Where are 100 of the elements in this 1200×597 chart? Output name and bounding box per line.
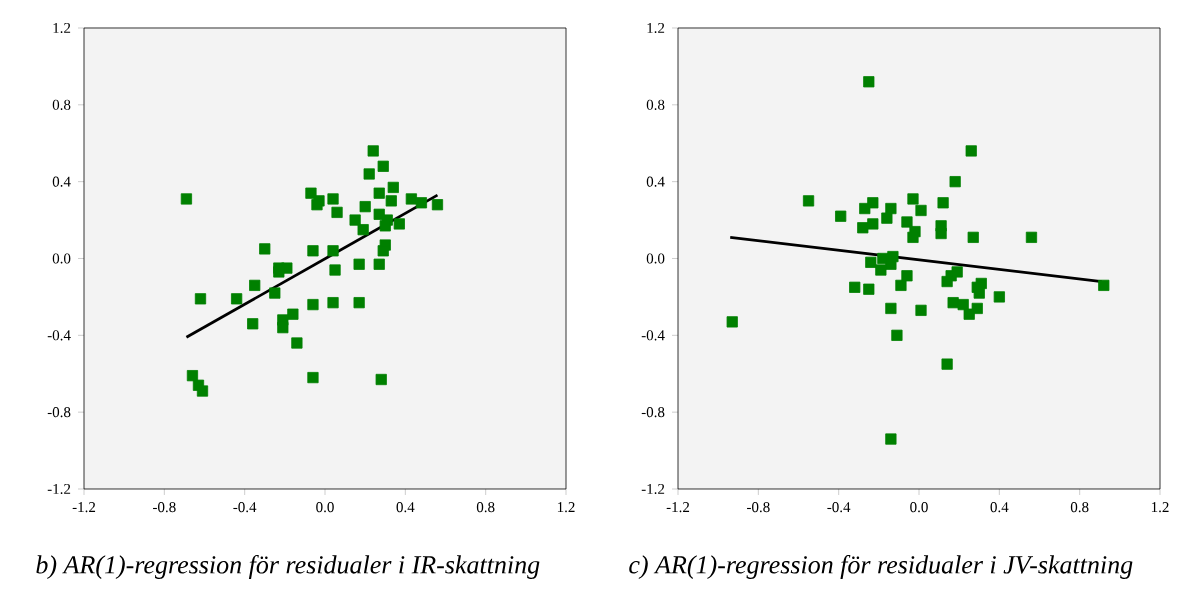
point bbox=[186, 370, 199, 382]
point bbox=[949, 176, 961, 188]
point bbox=[859, 202, 871, 215]
point bbox=[907, 231, 919, 243]
point bbox=[863, 283, 875, 295]
point bbox=[277, 322, 289, 334]
point bbox=[231, 293, 243, 305]
y-tick-label: 0.8 bbox=[646, 99, 665, 110]
y-tick-label: -0.8 bbox=[47, 407, 71, 418]
point bbox=[901, 216, 913, 228]
point bbox=[307, 371, 319, 384]
point bbox=[1025, 231, 1038, 243]
point bbox=[311, 199, 323, 211]
point bbox=[941, 275, 953, 288]
point bbox=[353, 258, 365, 270]
point bbox=[367, 145, 379, 157]
point bbox=[327, 245, 339, 257]
x-tick-label: -0.4 bbox=[233, 502, 257, 513]
point bbox=[967, 231, 979, 243]
point bbox=[273, 266, 285, 278]
point bbox=[875, 264, 887, 276]
y-tick-label: -0.8 bbox=[641, 407, 665, 418]
x-tick-label: 0.4 bbox=[990, 502, 1009, 513]
x-tick-label: 0.0 bbox=[910, 502, 928, 513]
point bbox=[359, 201, 371, 213]
x-tick-label: -0.4 bbox=[827, 502, 851, 513]
x-tick-label: -0.8 bbox=[747, 502, 770, 513]
point bbox=[387, 181, 399, 194]
y-tick-label: -0.4 bbox=[641, 330, 665, 341]
point bbox=[802, 195, 815, 207]
point bbox=[327, 193, 339, 205]
y-tick-label: 1.2 bbox=[647, 22, 665, 34]
point bbox=[1098, 279, 1110, 291]
point bbox=[901, 270, 913, 282]
point bbox=[247, 318, 259, 330]
point bbox=[194, 293, 207, 305]
point bbox=[375, 373, 387, 386]
point bbox=[405, 193, 417, 205]
point bbox=[947, 297, 959, 309]
point bbox=[269, 287, 281, 299]
point bbox=[857, 222, 869, 234]
text: b) AR(1)-regression för residualer i IR-skattning bbox=[36, 555, 540, 579]
y-tick-label: 0.4 bbox=[52, 176, 71, 187]
x-tick-label: -1.2 bbox=[72, 502, 96, 513]
point bbox=[385, 195, 397, 207]
point bbox=[415, 197, 428, 209]
point bbox=[377, 245, 389, 257]
point bbox=[973, 287, 985, 299]
x-tick-label: 1.2 bbox=[1151, 502, 1169, 513]
y-tick-label: 0.4 bbox=[646, 176, 665, 187]
point bbox=[863, 76, 875, 88]
point bbox=[849, 281, 861, 293]
point bbox=[373, 187, 385, 199]
point bbox=[331, 206, 343, 218]
point bbox=[379, 220, 391, 232]
point bbox=[363, 168, 375, 180]
x-tick-label: 0.8 bbox=[1070, 502, 1089, 513]
point bbox=[329, 264, 341, 276]
x-tick-label: -0.8 bbox=[153, 502, 176, 513]
point bbox=[993, 291, 1005, 303]
point bbox=[431, 199, 444, 211]
point bbox=[249, 279, 261, 291]
y-tick-label: 0.0 bbox=[52, 253, 71, 264]
point bbox=[377, 160, 389, 172]
point bbox=[941, 358, 953, 370]
point bbox=[349, 214, 361, 226]
point bbox=[957, 298, 969, 311]
point bbox=[881, 212, 893, 224]
point bbox=[726, 316, 738, 328]
y-tick-label: 0.0 bbox=[646, 253, 665, 264]
point bbox=[865, 256, 877, 268]
point bbox=[915, 204, 927, 217]
point bbox=[935, 227, 947, 240]
x-tick-label: 0.0 bbox=[316, 502, 334, 513]
point bbox=[357, 224, 369, 236]
point bbox=[895, 279, 907, 291]
point bbox=[937, 197, 949, 209]
point bbox=[915, 304, 927, 316]
point bbox=[965, 145, 977, 157]
point bbox=[259, 243, 271, 255]
point bbox=[885, 202, 897, 215]
y-tick-label: -1.2 bbox=[641, 483, 665, 495]
point bbox=[305, 187, 317, 199]
point bbox=[291, 337, 303, 349]
y-tick-label: 0.8 bbox=[52, 99, 71, 110]
y-tick-label: 1.2 bbox=[53, 22, 71, 34]
point bbox=[373, 258, 385, 270]
point bbox=[867, 218, 879, 230]
point bbox=[353, 297, 365, 309]
point bbox=[196, 385, 209, 397]
y-tick-label: -1.2 bbox=[47, 483, 71, 495]
point bbox=[180, 193, 193, 205]
x-tick-label: 0.4 bbox=[396, 502, 415, 513]
point bbox=[287, 308, 299, 320]
point bbox=[327, 297, 339, 309]
point bbox=[307, 245, 319, 257]
point bbox=[307, 298, 319, 311]
point bbox=[891, 329, 903, 341]
x-tick-label: 1.2 bbox=[557, 502, 575, 513]
text: c) AR(1)-regression för residualer i JV-skattning bbox=[629, 555, 1133, 579]
